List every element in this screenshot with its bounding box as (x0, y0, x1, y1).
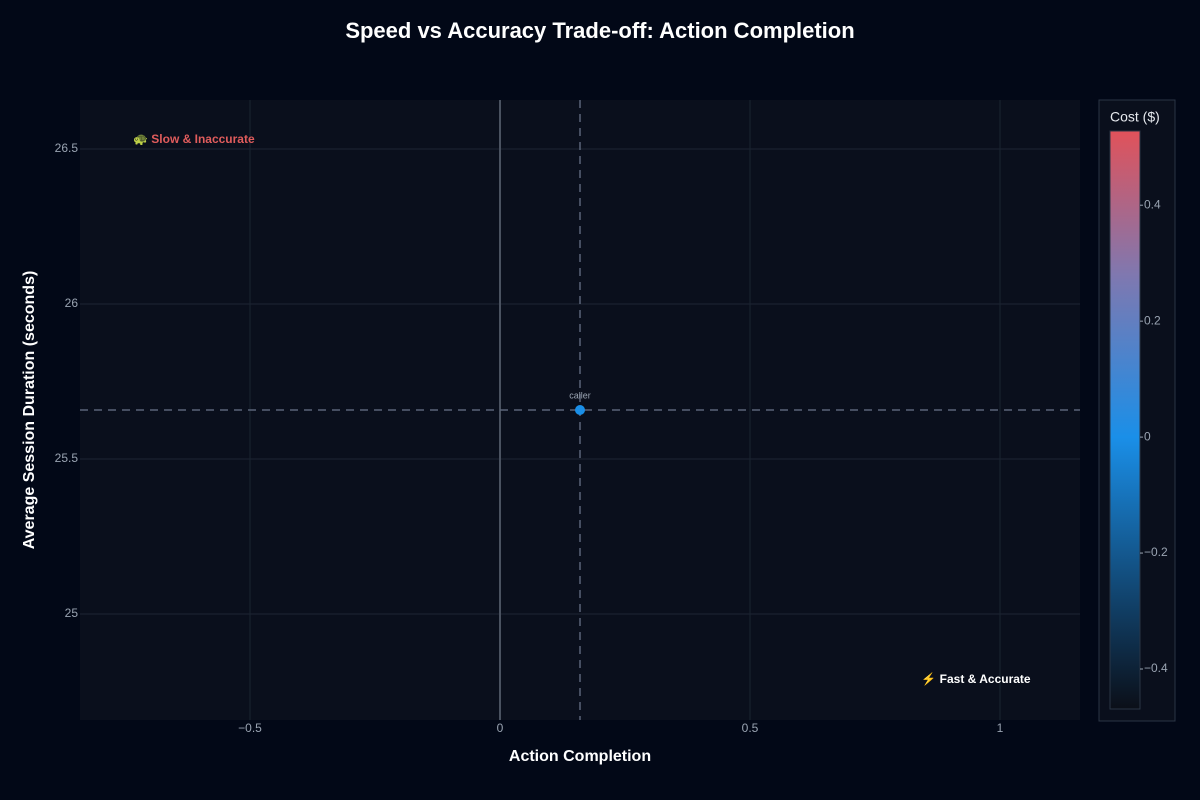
colorbar-tick-label: 0.4 (1144, 197, 1161, 211)
x-tick-label: 1 (997, 721, 1004, 735)
point (575, 405, 585, 415)
colorbar-tick-label: 0.2 (1144, 313, 1161, 327)
x-axis-title: Action Completion (509, 748, 651, 765)
chart-title: Speed vs Accuracy Trade-off: Action Comp… (345, 18, 854, 43)
y-tick-label: 26.5 (55, 141, 79, 155)
x-tick-label: 0.5 (742, 721, 759, 735)
x-tick-label: −0.5 (238, 721, 262, 735)
point-label: caller (569, 390, 591, 400)
colorbar (1109, 130, 1141, 710)
y-tick-label: 26 (65, 296, 79, 310)
y-tick-label: 25 (65, 606, 79, 620)
colorbar-tick-label: 0 (1144, 429, 1151, 443)
x-tick-label: 0 (497, 721, 504, 735)
colorbar-title: Cost ($) (1110, 109, 1160, 125)
colorbar-tick-label: −0.4 (1144, 661, 1168, 675)
annotation: ⚡ Fast & Accurate (921, 672, 1031, 686)
y-axis-title: Average Session Duration (seconds) (21, 271, 38, 550)
y-tick-label: 25.5 (55, 451, 79, 465)
colorbar-tick-label: −0.2 (1144, 545, 1168, 559)
annotation: 🐢 Slow & Inaccurate (133, 132, 255, 146)
